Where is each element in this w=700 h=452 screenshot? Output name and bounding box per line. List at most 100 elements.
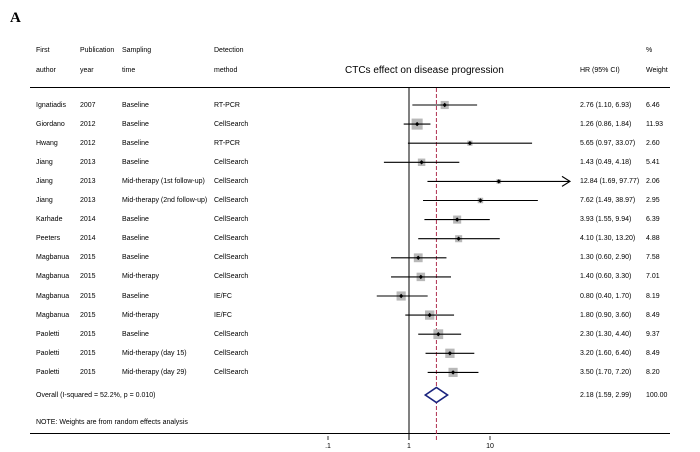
study-method: CellSearch	[214, 120, 249, 128]
study-sampling-time: Baseline	[122, 235, 149, 243]
study-weight: 2.60	[646, 139, 660, 147]
study-weight: 5.41	[646, 158, 660, 166]
study-weight: 7.01	[646, 273, 660, 281]
study-sampling-time: Mid-therapy (2nd follow-up)	[122, 197, 208, 204]
overall-hr-ci: 2.18 (1.59, 2.99)	[580, 391, 632, 399]
study-method: CellSearch	[214, 197, 249, 204]
overall-weight: 100.00	[646, 391, 668, 399]
ci-arrow	[561, 175, 572, 187]
chart-title: CTCs effect on disease progression	[345, 65, 504, 76]
study-sampling-time: Mid-therapy	[122, 273, 159, 281]
study-hr-ci: 3.93 (1.55, 9.94)	[580, 216, 632, 224]
point-estimate	[419, 160, 424, 165]
study-author: Hwang	[36, 139, 58, 147]
study-weight: 6.46	[646, 101, 660, 109]
study-weight: 6.39	[646, 216, 660, 224]
header-year: year	[80, 67, 94, 74]
point-estimate	[427, 312, 432, 318]
study-sampling-time: Baseline	[122, 216, 149, 224]
header-hr-ci: HR (95% CI)	[580, 67, 620, 74]
study-method: IE/FC	[214, 292, 232, 300]
study-author: Magbanua	[36, 254, 70, 262]
study-author: Karhade	[36, 216, 63, 224]
study-year: 2012	[80, 139, 96, 147]
study-weight: 8.49	[646, 349, 660, 357]
study-weight: 8.19	[646, 292, 660, 300]
study-weight: 11.93	[646, 120, 663, 128]
study-method: IE/FC	[214, 311, 232, 319]
study-sampling-time: Baseline	[122, 330, 149, 338]
study-year: 2015	[80, 368, 96, 376]
study-author: Jiang	[36, 197, 53, 204]
study-author: Magbanua	[36, 311, 70, 319]
header-percent: %	[646, 47, 653, 54]
study-sampling-time: Baseline	[122, 254, 149, 262]
axis-tick-label: .1	[325, 443, 331, 450]
study-author: Paoletti	[36, 368, 60, 376]
point-estimate	[456, 236, 461, 241]
study-year: 2015	[80, 311, 96, 319]
study-hr-ci: 0.80 (0.40, 1.70)	[580, 292, 632, 300]
panel-letter: A	[10, 10, 21, 26]
study-author: Peeters	[36, 235, 61, 243]
study-weight: 4.88	[646, 235, 660, 243]
point-estimate	[418, 274, 424, 280]
study-year: 2014	[80, 216, 96, 224]
study-author: Giordano	[36, 120, 65, 128]
study-year: 2015	[80, 254, 96, 262]
study-hr-ci: 2.76 (1.10, 6.93)	[580, 101, 632, 109]
study-year: 2015	[80, 330, 96, 338]
header-divider	[30, 87, 670, 88]
axis-tick-label: 10	[486, 443, 494, 450]
header-time: time	[122, 67, 136, 74]
study-year: 2007	[80, 101, 96, 109]
header-sampling: Sampling	[122, 47, 152, 54]
study-method: CellSearch	[214, 349, 249, 357]
study-year: 2013	[80, 158, 96, 166]
study-weight: 2.06	[646, 177, 660, 185]
study-year: 2012	[80, 120, 96, 128]
study-hr-ci: 3.50 (1.70, 7.20)	[580, 368, 632, 376]
point-estimate	[478, 198, 483, 203]
study-sampling-time: Mid-therapy (1st follow-up)	[122, 177, 205, 185]
header-detection: Detection	[214, 47, 244, 54]
study-method: CellSearch	[214, 235, 249, 243]
axis-tick-label: 1	[407, 443, 411, 450]
point-estimate	[414, 121, 420, 127]
header-publication: Publication	[80, 47, 115, 54]
point-estimate	[447, 351, 453, 356]
overall-label: Overall (I-squared = 52.2%, p = 0.010)	[36, 391, 156, 399]
study-sampling-time: Mid-therapy (day 29)	[122, 368, 187, 376]
study-hr-ci: 1.40 (0.60, 3.30)	[580, 273, 632, 281]
footer-divider	[30, 433, 670, 434]
study-hr-ci: 1.43 (0.49, 4.18)	[580, 158, 632, 166]
header-method: method	[214, 67, 238, 74]
header-first: First	[36, 47, 50, 54]
study-sampling-time: Baseline	[122, 158, 149, 166]
study-author: Magbanua	[36, 292, 70, 300]
study-sampling-time: Baseline	[122, 292, 149, 300]
study-method: CellSearch	[214, 273, 249, 281]
study-weight: 2.95	[646, 197, 660, 204]
study-sampling-time: Baseline	[122, 139, 149, 147]
study-author: Jiang	[36, 177, 53, 185]
study-year: 2015	[80, 273, 96, 281]
study-method: CellSearch	[214, 216, 249, 224]
study-sampling-time: Mid-therapy (day 15)	[122, 349, 187, 357]
study-year: 2013	[80, 197, 96, 204]
study-method: CellSearch	[214, 158, 249, 166]
study-sampling-time: Mid-therapy	[122, 311, 159, 319]
point-estimate	[450, 370, 456, 375]
study-weight: 7.58	[646, 254, 660, 262]
study-hr-ci: 5.65 (0.97, 33.07)	[580, 139, 636, 147]
study-method: CellSearch	[214, 254, 249, 262]
study-weight: 8.49	[646, 311, 660, 319]
study-author: Ignatiadis	[36, 101, 66, 109]
study-method: CellSearch	[214, 368, 249, 376]
study-hr-ci: 12.84 (1.69, 97.77)	[580, 177, 640, 185]
point-estimate	[416, 255, 421, 260]
study-method: CellSearch	[214, 177, 249, 185]
point-estimate	[398, 293, 404, 299]
study-hr-ci: 1.26 (0.86, 1.84)	[580, 120, 632, 128]
